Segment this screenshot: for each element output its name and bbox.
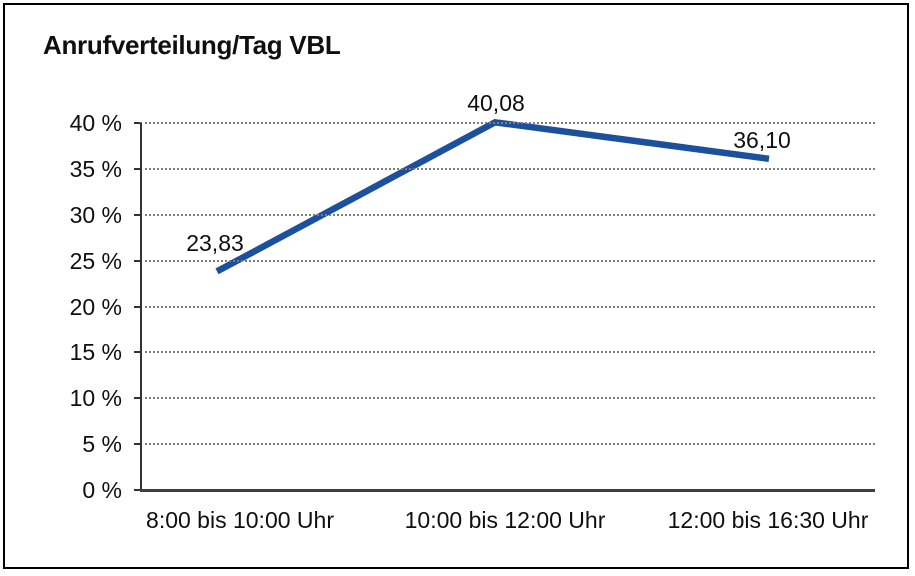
gridline [140, 351, 875, 354]
gridline [140, 213, 875, 216]
y-axis-tick-label: 40 % [69, 110, 122, 136]
data-point-label: 23,83 [186, 230, 244, 256]
gridline [140, 305, 875, 308]
y-axis-tick-label: 5 % [82, 431, 122, 458]
gridline [140, 259, 875, 262]
data-point-label: 36,10 [733, 127, 791, 153]
y-axis-line [140, 123, 142, 491]
gridline [140, 443, 875, 446]
y-axis-tick [134, 213, 140, 216]
chart-title: Anrufverteilung/Tag VBL [43, 30, 341, 60]
gridline [140, 397, 875, 400]
y-axis-tick [134, 305, 140, 308]
x-axis-category-label: 10:00 bis 12:00 Uhr [404, 507, 606, 533]
y-axis-tick [134, 167, 140, 170]
y-axis-tick [134, 489, 140, 491]
y-axis-tick [134, 259, 140, 262]
y-axis-tick-label: 0 % [82, 477, 122, 503]
y-axis-tick [134, 122, 140, 124]
data-point-label: 40,08 [467, 90, 525, 116]
data-line [215, 118, 770, 275]
y-axis-tick [134, 351, 140, 354]
gridline [140, 167, 875, 170]
y-axis-tick-label: 25 % [69, 247, 122, 274]
x-axis-category-label: 8:00 bis 10:00 Uhr [146, 507, 334, 533]
x-axis-category-label: 12:00 bis 16:30 Uhr [667, 507, 869, 533]
y-axis-tick-label: 10 % [69, 385, 122, 412]
gridline [140, 122, 875, 124]
y-axis-tick [134, 397, 140, 400]
y-axis-tick [134, 443, 140, 446]
y-axis-tick-label: 35 % [69, 155, 122, 182]
x-axis-line [140, 489, 875, 492]
y-axis-tick-label: 30 % [69, 201, 122, 228]
y-axis-tick-label: 20 % [69, 293, 122, 320]
y-axis-tick-label: 15 % [69, 339, 122, 366]
